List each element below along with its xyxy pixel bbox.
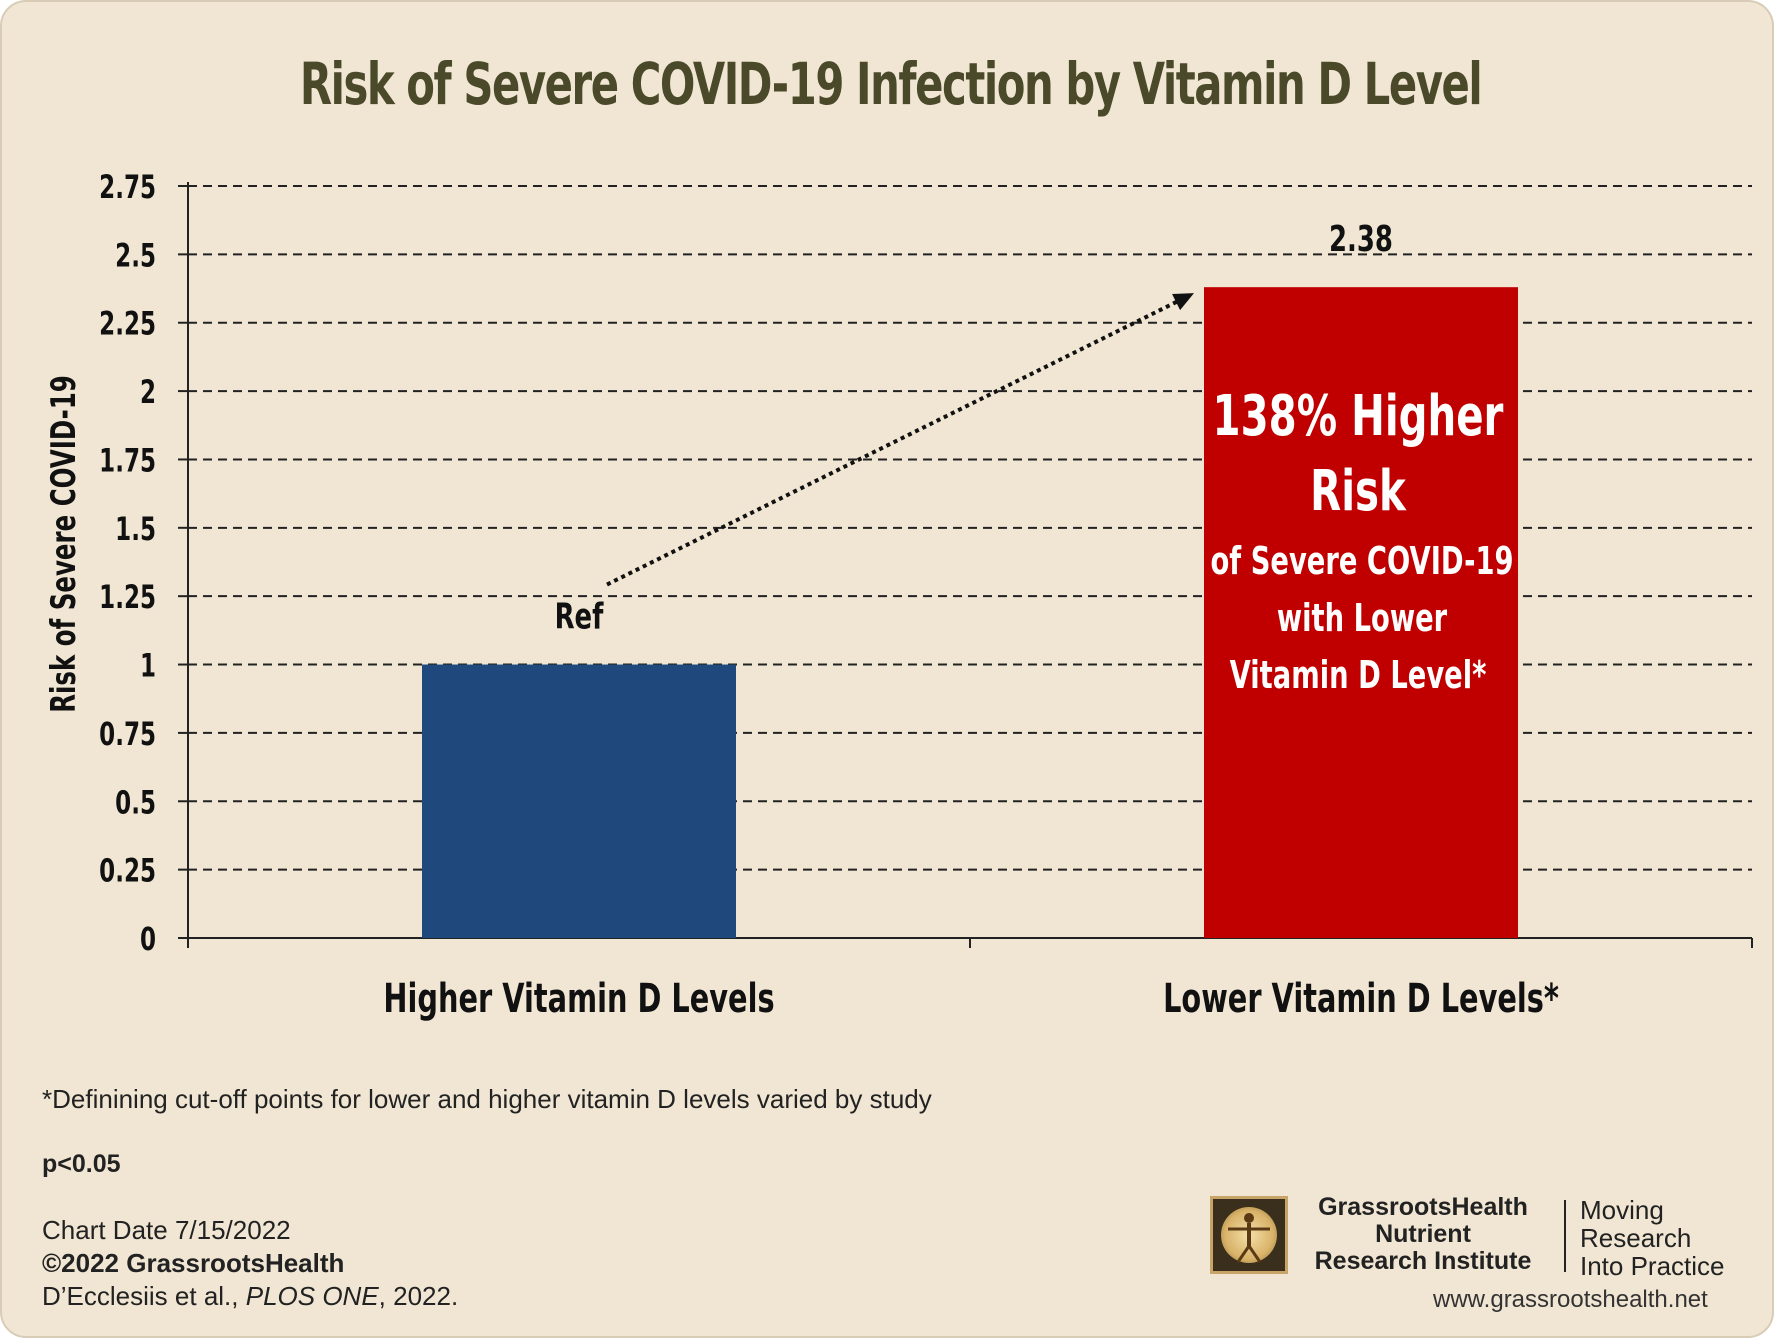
trend-arrow [606,293,1194,587]
y-tick-label: 2.25 [99,305,156,343]
y-tick-label: 0 [140,920,156,958]
data-labels: Ref 2.38 [555,219,1393,638]
bars [422,287,1518,938]
p-value: p<0.05 [42,1150,121,1178]
tagline: Moving Research Into Practice [1580,1196,1725,1280]
x-category-label: Lower Vitamin D Levels* [1163,976,1559,1022]
annotation-line3: of Severe COVID-19 [1210,538,1513,583]
org-name: GrassrootsHealth Nutrient Research Insti… [1302,1194,1544,1275]
citation-authors: D’Ecclesiis et al., [42,1281,246,1311]
org-line2: Nutrient [1375,1220,1471,1248]
citation: D’Ecclesiis et al., PLOS ONE, 2022. [42,1281,458,1312]
chart-date: Chart Date 7/15/2022 [42,1215,291,1245]
risk-annotation: 138% Higher Risk of Severe COVID-19 with… [1210,383,1513,697]
chart-title: Risk of Severe COVID-19 Infection by Vit… [299,50,1483,118]
org-line3: Research Institute [1314,1247,1532,1275]
citation-journal: PLOS ONE [245,1281,379,1311]
x-category-label: Higher Vitamin D Levels [383,976,774,1022]
y-tick-labels: 0 0.25 0.5 0.75 1 1.25 1.5 1.75 2 2.25 2.5 2.75 [99,168,156,958]
footnote: *Definining cut-off points for lower and… [42,1084,932,1114]
annotation-line1: 138% Higher [1213,383,1504,448]
website-url[interactable]: www.grassrootshealth.net [1433,1286,1708,1313]
trend-arrow-head [1172,293,1194,311]
tagline-line3: Into Practice [1580,1251,1725,1281]
logo-divider [1564,1200,1566,1272]
annotation-line2: Risk [1310,458,1407,523]
data-label: 2.38 [1329,219,1393,260]
y-tick-label: 1.25 [99,578,156,616]
y-tick-label: 0.25 [99,852,156,890]
annotation-line5: Vitamin D Level* [1230,652,1487,697]
y-tick-label: 0.5 [115,783,156,821]
org-line1: GrassrootsHealth [1318,1193,1528,1221]
y-axis-label: Risk of Severe COVID-19 [44,375,83,713]
vitruvian-man-icon [1210,1196,1288,1274]
annotation-line4: with Lower [1277,595,1448,640]
citation-year: , 2022. [378,1281,459,1311]
y-tick-label: 1.5 [115,510,156,548]
x-tick-labels: Higher Vitamin D Levels Lower Vitamin D L… [383,976,1559,1022]
tagline-line2: Research [1580,1223,1692,1253]
trend-arrow-line [606,298,1181,587]
y-tick-label: 2 [140,373,156,411]
bar [422,664,736,938]
y-tick-label: 0.75 [99,715,156,753]
copyright: ©2022 GrassrootsHealth [42,1248,345,1278]
y-tick-label: 1.75 [99,442,156,480]
bar [1204,287,1518,938]
data-label: Ref [555,596,604,637]
tagline-line1: Moving [1580,1195,1664,1225]
y-tick-label: 2.75 [99,168,156,206]
y-tick-label: 2.5 [115,237,156,275]
y-tick-label: 1 [140,647,156,685]
